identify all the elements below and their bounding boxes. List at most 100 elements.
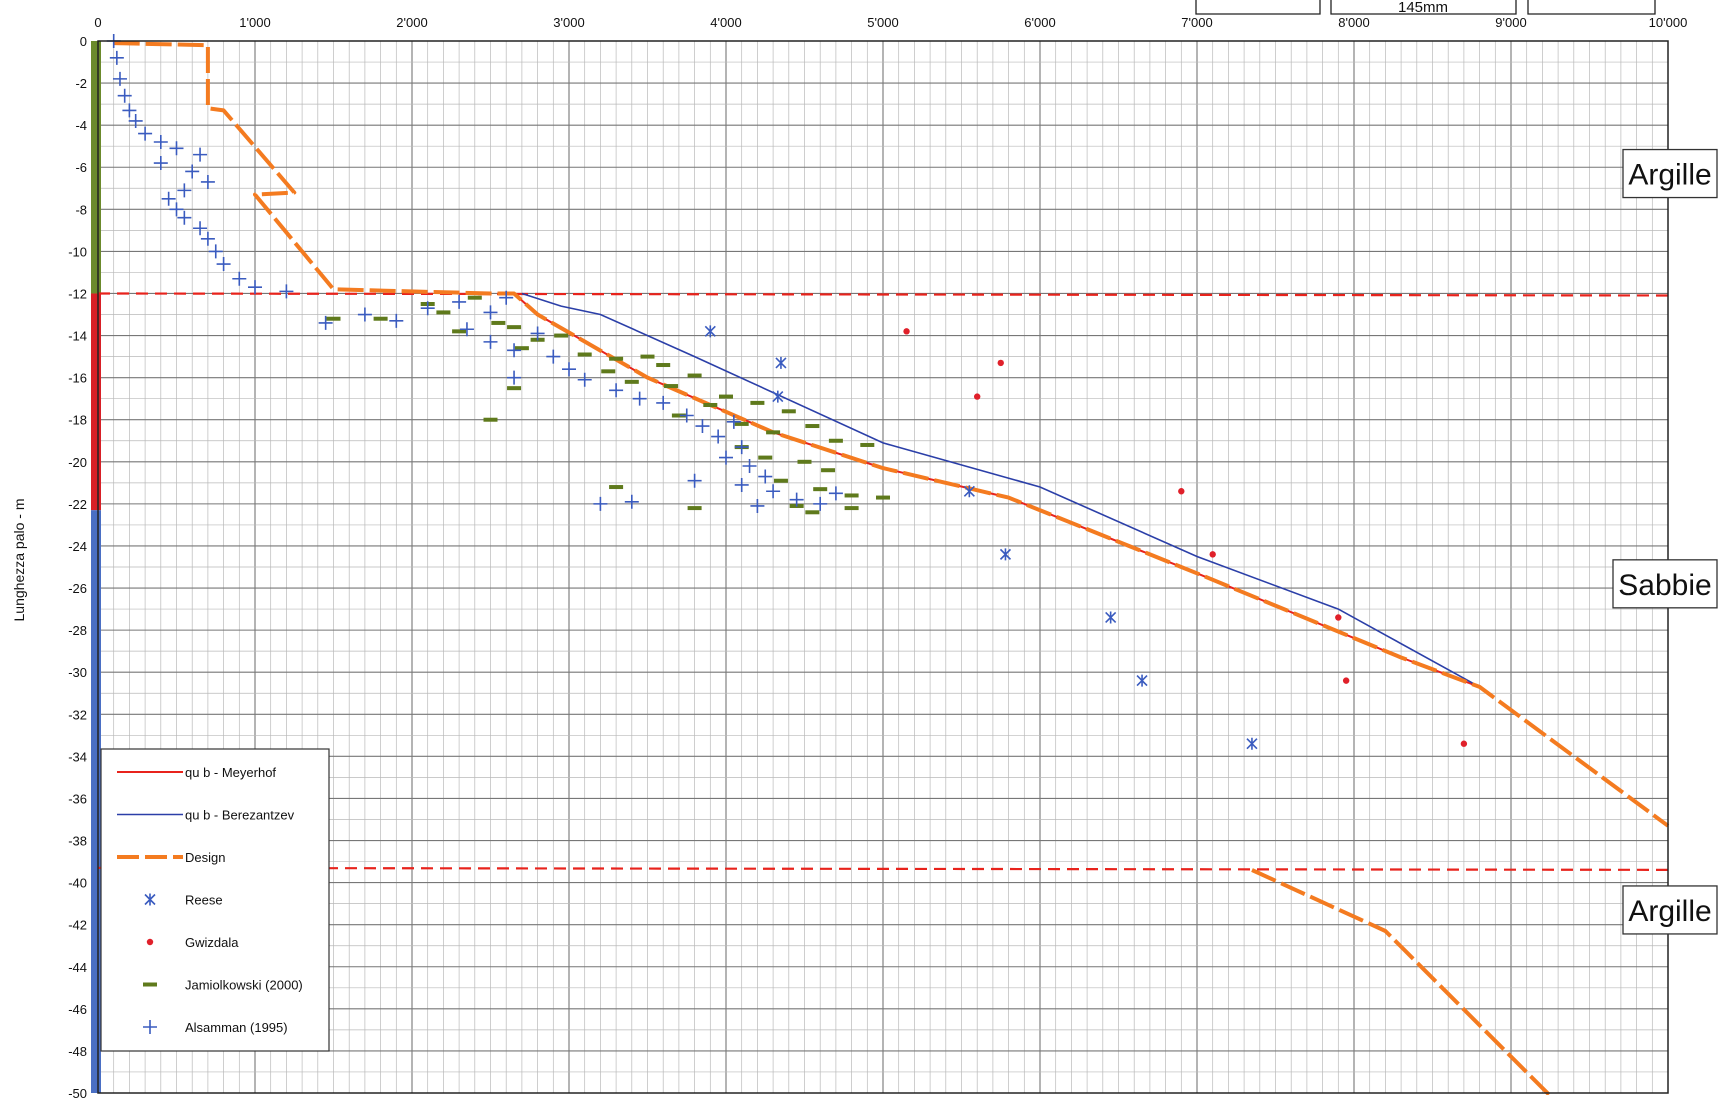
alsamman-point (208, 244, 223, 259)
jamiolkowski-point (781, 409, 796, 414)
jamiolkowski-point (514, 346, 529, 351)
jamiolkowski-point (436, 310, 451, 315)
x-tick-label: 2'000 (396, 15, 427, 30)
alsamman-point (169, 202, 184, 217)
jamiolkowski-point (452, 329, 467, 334)
jamiolkowski-point (687, 373, 702, 378)
jamiolkowski-point (624, 379, 639, 384)
y-tick-label: -14 (68, 329, 87, 344)
alsamman-point (828, 486, 843, 501)
jamiolkowski-point (758, 455, 773, 460)
jamiolkowski-point (828, 438, 843, 443)
y-tick-label: -18 (68, 413, 87, 428)
jamiolkowski-point (766, 430, 781, 435)
alsamman-point (656, 395, 671, 410)
zone-label-box (1622, 148, 1718, 199)
top-box (1527, 0, 1656, 15)
alsamman-point (279, 284, 294, 299)
reese-point (704, 325, 716, 338)
gwizdala-point (1460, 740, 1468, 747)
legend: qu b - Meyerhof qu b - Berezantzev Design R… (100, 748, 330, 1052)
y-tick-label: -10 (68, 244, 87, 259)
alsamman-point (193, 221, 208, 236)
alsamman-point (593, 496, 608, 511)
jamiolkowski-point (483, 417, 498, 422)
y-tick-label: -38 (68, 834, 87, 849)
clay-layer-bar (91, 41, 101, 294)
x-tick-label: 0 (94, 15, 101, 30)
legend-label: Gwizdala (185, 935, 239, 950)
zone-label-box (1622, 885, 1718, 935)
layer-boundary-line (97, 866, 1669, 871)
y-tick-label: -34 (68, 749, 87, 764)
alsamman-point (562, 362, 576, 377)
alsamman-point (530, 326, 545, 341)
x-tick-label: 8'000 (1338, 15, 1369, 30)
jamiolkowski-point (687, 506, 702, 511)
jamiolkowski-point (805, 510, 820, 515)
jamiolkowski-point (664, 384, 679, 389)
alsamman-point (357, 307, 372, 322)
jamiolkowski-point (554, 333, 569, 338)
alsamman-point (789, 492, 804, 507)
jamiolkowski-point (719, 394, 733, 399)
reese-point (775, 356, 787, 369)
legend-label: Reese (185, 893, 223, 908)
jamiolkowski-point (326, 316, 341, 321)
alsamman-point (153, 156, 168, 171)
alsamman-point (726, 414, 741, 429)
y-tick-label: -8 (75, 202, 87, 217)
layer-boundaries (97, 292, 1669, 871)
alsamman-point (679, 408, 694, 423)
x-tick-label: 6'000 (1024, 15, 1055, 30)
x-tick-label: 5'000 (867, 15, 898, 30)
legend-label: qu b - Berezantzev (185, 808, 295, 823)
jamiolkowski-point (750, 400, 765, 405)
legend-label: Jamiolkowski (2000) (185, 978, 303, 993)
y-tick-label: -26 (68, 581, 87, 596)
y-tick-label: 0 (80, 34, 87, 49)
jamiolkowski-point (844, 506, 859, 511)
alsamman-point (177, 183, 192, 198)
jamiolkowski-point (143, 982, 157, 987)
alsamman-point (766, 484, 781, 499)
alsamman-point (193, 147, 208, 162)
zone-label: Argille (1628, 895, 1711, 928)
y-tick-label: -28 (68, 623, 87, 638)
alsamman-point (758, 469, 773, 484)
sand-layer-bar-upper (91, 293, 101, 511)
jamiolkowski-point (609, 485, 624, 490)
alsamman-point (112, 71, 127, 86)
alsamman-point (138, 126, 153, 141)
legend-label: Design (185, 850, 225, 865)
jamiolkowski-point (656, 363, 671, 368)
alsamman-point (200, 174, 215, 189)
alsamman-point (711, 429, 726, 444)
y-tick-label: -40 (68, 876, 87, 891)
gwizdala-point (903, 328, 910, 335)
design-line (1251, 868, 1553, 1095)
y-tick-label: -22 (68, 497, 87, 512)
alsamman-point (153, 134, 168, 149)
sand-layer-bar-lower (91, 510, 101, 1093)
alsamman-point (695, 419, 710, 434)
jamiolkowski-point (797, 459, 812, 464)
alsamman-point (169, 141, 184, 156)
alsamman-point (109, 50, 124, 65)
alsamman-point (216, 257, 231, 272)
alsamman-point (624, 494, 639, 509)
alsamman-point (577, 372, 592, 387)
y-tick-label: -50 (68, 1086, 87, 1098)
y-tick-label: -4 (75, 118, 87, 133)
legend-box (100, 748, 330, 1052)
jamiolkowski-point (844, 493, 859, 498)
zone-label: Sabbie (1618, 569, 1711, 602)
alsamman-point (499, 290, 514, 305)
alsamman-point (632, 391, 647, 406)
y-tick-label: -20 (68, 455, 87, 470)
alsamman-point (128, 113, 143, 128)
gwizdala-point (997, 359, 1004, 367)
soil-layer-bar (91, 41, 101, 1093)
y-tick-label: -36 (68, 791, 87, 806)
alsamman-point (483, 334, 498, 349)
